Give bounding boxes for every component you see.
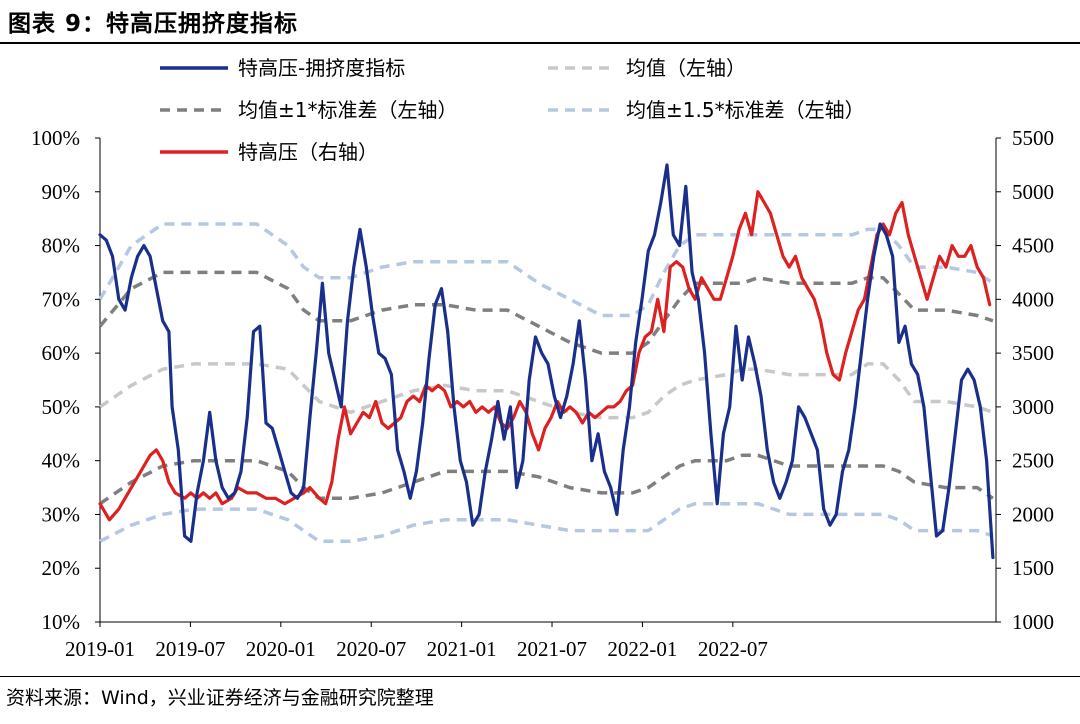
legend: 特高压-拥挤度指标 均值（左轴） 均值±1*标准差（左轴） 均值±1.5*标准差（左轴… (160, 56, 865, 164)
left-tick-label: 70% (42, 287, 81, 311)
left-tick-label: 40% (42, 449, 81, 473)
series-line-band15_upper (98, 222, 994, 318)
title-divider (0, 42, 1080, 44)
series-line-index (98, 190, 992, 522)
left-tick-label: 30% (42, 502, 81, 526)
series-line-crowding (98, 163, 995, 560)
axes: 10% 20% 30% 40% 50% 60% 70% 80% 90% 100% 1000 1500 2… (31, 126, 1054, 661)
source-note: 资料来源：Wind，兴业证券经济与金融研究院整理 (6, 687, 434, 709)
right-tick-label: 2500 (1012, 449, 1054, 473)
x-tick-label: 2019-07 (155, 637, 225, 661)
x-tick-label: 2020-07 (336, 637, 406, 661)
left-tick-label: 20% (42, 556, 81, 580)
left-tick-label: 90% (42, 180, 81, 204)
legend-label-crowding: 特高压-拥挤度指标 (238, 56, 405, 80)
left-tick-label: 80% (42, 234, 81, 258)
x-tick-label: 2020-01 (246, 637, 316, 661)
x-tick-label: 2022-01 (607, 637, 677, 661)
right-tick-label: 1500 (1012, 556, 1054, 580)
left-tick-label: 10% (42, 610, 81, 634)
right-tick-label: 2000 (1012, 502, 1054, 526)
right-tick-label: 4500 (1012, 234, 1054, 258)
x-tick-label: 2021-07 (517, 637, 587, 661)
right-tick-label: 3000 (1012, 395, 1054, 419)
x-tick-label: 2019-01 (65, 637, 135, 661)
left-tick-label: 60% (42, 341, 81, 365)
right-tick-label: 4000 (1012, 287, 1054, 311)
x-tick-label: 2021-01 (427, 637, 497, 661)
left-tick-label: 100% (31, 126, 80, 150)
chart-title: 图表 9：特高压拥挤度指标 (8, 11, 299, 37)
right-tick-label: 5000 (1012, 180, 1054, 204)
right-tick-label: 1000 (1012, 610, 1054, 634)
x-tick-label: 2022-07 (698, 637, 768, 661)
legend-label-mean: 均值（左轴） (626, 56, 746, 80)
left-tick-label: 50% (42, 395, 81, 419)
series-lines (98, 163, 995, 560)
right-tick-label: 5500 (1012, 126, 1054, 150)
series-line-mean (99, 362, 994, 420)
legend-label-band1: 均值±1*标准差（左轴） (238, 98, 457, 122)
right-tick-label: 3500 (1012, 341, 1054, 365)
source-divider (0, 676, 1080, 677)
legend-label-band15: 均值±1.5*标准差（左轴） (626, 98, 865, 122)
series-line-band15_lower (99, 501, 994, 544)
legend-label-index: 特高压（右轴） (238, 140, 378, 164)
